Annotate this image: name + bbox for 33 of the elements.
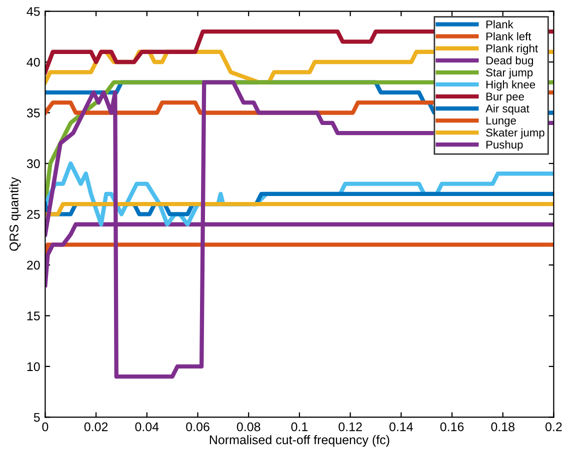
x-tick-label: 0.16 bbox=[440, 422, 464, 432]
legend-label: Plank bbox=[486, 20, 514, 28]
y-tick-label: 20 bbox=[27, 260, 40, 270]
y-axis-title: QRS quantity bbox=[9, 177, 21, 251]
x-tick-label: 0.1 bbox=[291, 422, 308, 432]
legend-label: Plank right bbox=[486, 44, 538, 55]
legend-label: Plank left bbox=[486, 32, 532, 40]
x-axis-title: Normalised cut-off frequency (fc) bbox=[210, 435, 390, 447]
legend-label: Air squat bbox=[486, 104, 530, 115]
y-tick-label: 10 bbox=[27, 362, 40, 372]
y-tick-label: 30 bbox=[26, 159, 40, 168]
y-tick-label: 25 bbox=[27, 210, 40, 219]
x-tick-label: 0.04 bbox=[135, 422, 159, 432]
y-tick-label: 45 bbox=[26, 7, 40, 16]
x-tick-label: 0.08 bbox=[236, 422, 260, 432]
legend-label: Pushup bbox=[486, 140, 523, 151]
y-tick-label: 15 bbox=[27, 312, 40, 320]
legend-label: Star jump bbox=[486, 68, 533, 79]
x-tick-label: 0.18 bbox=[491, 422, 514, 432]
x-tick-label: 0.12 bbox=[338, 422, 362, 432]
y-tick-label: 35 bbox=[26, 108, 40, 118]
y-tick-label: 5 bbox=[34, 413, 40, 422]
x-tick-label: 0.06 bbox=[186, 422, 210, 432]
x-tick-label: 0.02 bbox=[84, 422, 108, 432]
x-tick-label: 0.14 bbox=[389, 422, 413, 432]
x-tick-label: 0 bbox=[42, 422, 48, 432]
legend-label: Dead bug bbox=[486, 56, 534, 67]
x-tick-label: 0.2 bbox=[546, 422, 562, 432]
legend-label: Skater jump bbox=[486, 128, 544, 139]
legend-label: Lunge bbox=[486, 116, 516, 127]
y-tick-label: 40 bbox=[26, 58, 40, 67]
legend-label: Bur pee bbox=[486, 92, 524, 103]
legend-label: High knee bbox=[486, 80, 536, 91]
